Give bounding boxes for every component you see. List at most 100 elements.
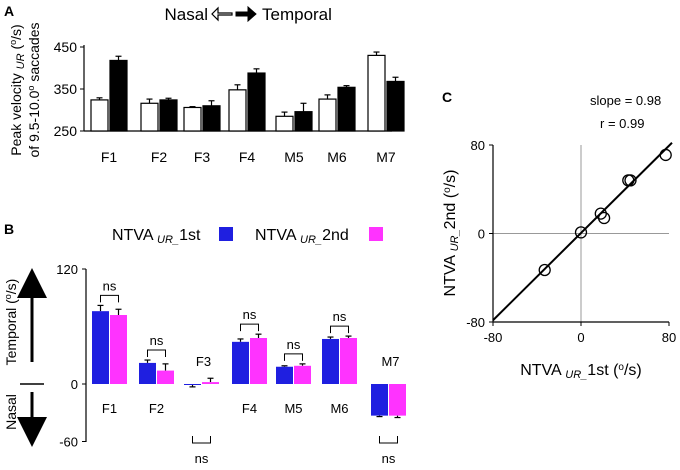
- panel-b-significance-label: ns: [243, 307, 257, 322]
- panel-b-legend: NTVA UR_1st NTVA UR_2nd: [112, 227, 383, 246]
- panel-a-bar-nasal-m6: [318, 98, 337, 132]
- panel-c: C slope = 0.98 r = 0.99 NTVA UR_2nd (o/s…: [442, 89, 676, 381]
- legend-1st-swatch: [219, 227, 233, 241]
- panel-b-y-tick-label: 120: [56, 262, 78, 277]
- panel-b-y-tick-label: -60: [59, 435, 78, 450]
- panel-b-x-tick-label: F1: [102, 401, 117, 416]
- panel-c-x-tick-label: 80: [662, 330, 676, 345]
- panel-c-data-point-2: [574, 226, 588, 239]
- panel-b-significance-bracket: [379, 436, 398, 444]
- panel-c-x-tick-label: -80: [484, 330, 503, 345]
- panel-a-bar-temporal-m5: [294, 111, 313, 132]
- panel-a-bar-nasal-f4: [228, 89, 247, 132]
- panel-b-y-tick-label: 0: [71, 377, 78, 392]
- panel-b-significance-label: ns: [382, 451, 396, 466]
- panel-a-ylabel-line2: of 9.5-10.0o saccades: [26, 23, 42, 158]
- panel-c-y-tick-label: 0: [478, 227, 485, 242]
- legend-2nd-label: NTVA UR_2nd: [255, 227, 349, 246]
- panel-b-bar-1st-f4: [232, 341, 249, 384]
- panel-b-bar-2nd-f2: [157, 370, 174, 384]
- panel-c-xlabel: NTVA UR_1st (o/s): [520, 362, 642, 381]
- panel-a-bar-nasal-f1: [90, 99, 109, 132]
- panel-c-data-point-7: [659, 148, 672, 162]
- panel-c-letter: C: [442, 89, 452, 105]
- panel-a-x-tick-label: F3: [194, 149, 211, 165]
- panel-b-significance-bracket: [284, 353, 303, 361]
- panel-b-bar-2nd-m5: [294, 365, 311, 384]
- panel-a-x-tick-label: M5: [284, 149, 304, 165]
- panel-a-legend: Nasal Temporal: [165, 5, 332, 24]
- panel-b-significance-bracket: [100, 294, 119, 303]
- direction-arrows: Temporal (o/s) Nasal: [3, 268, 47, 447]
- panel-b-bar-2nd-f3: [202, 382, 219, 384]
- panel-a-x-tick-label: F2: [151, 149, 168, 165]
- panel-b-bar-1st-m7: [371, 384, 388, 416]
- panel-b-x-tick-label: F4: [242, 401, 257, 416]
- slope-annotation: slope = 0.98: [590, 93, 661, 108]
- temporal-axis-label: Temporal (o/s): [3, 279, 19, 366]
- panel-c-ylabel: NTVA UR_2nd (o/s): [442, 170, 461, 297]
- panel-b-x-tick-label: M7: [381, 354, 399, 369]
- panel-a-bar-temporal-f4: [247, 72, 266, 132]
- panel-a-x-tick-label: F4: [239, 149, 256, 165]
- panel-a-bar-nasal-f3: [183, 106, 202, 132]
- panel-b-chart: 120 0 -60 ns F1 ns F2 F3 ns ns F4 ns M5 ns M6 M7 ns: [56, 262, 406, 466]
- panel-b-significance-label: ns: [195, 451, 209, 466]
- panel-a-x-tick-label: M6: [327, 149, 347, 165]
- panel-b-significance-label: ns: [103, 278, 117, 293]
- nasal-axis-label: Nasal: [3, 394, 19, 430]
- panel-a-ylabel-line1: Peak velocity UR (o/s): [8, 24, 27, 155]
- panel-c-chart: -80 0 80 -80 0 80: [466, 138, 676, 345]
- panel-a-bar-temporal-m6: [337, 86, 356, 132]
- panel-a-bar-temporal-f2: [159, 99, 178, 132]
- panel-b-x-tick-label: M6: [330, 401, 348, 416]
- panel-b: B NTVA UR_1st NTVA UR_2nd Temporal (o/s)…: [3, 221, 406, 466]
- panel-b-significance-bracket: [147, 349, 166, 358]
- panel-a-y-tick-label: 250: [54, 123, 78, 139]
- panel-b-bar-1st-f1: [92, 311, 109, 384]
- panel-b-significance-label: ns: [287, 337, 301, 352]
- panel-b-bar-1st-m5: [276, 366, 293, 384]
- panel-a-y-tick-label: 350: [54, 81, 78, 97]
- panel-b-bar-2nd-m7: [389, 384, 406, 416]
- legend-nasal-arrow-icon: [211, 6, 233, 22]
- panel-c-y-tick-label: -80: [466, 315, 485, 330]
- panel-c-y-tick-label: 80: [471, 138, 485, 153]
- panel-b-significance-bracket: [330, 325, 349, 334]
- panel-b-significance-label: ns: [333, 309, 347, 324]
- legend-temporal-label: Temporal: [262, 5, 332, 24]
- panel-a-bar-temporal-f3: [202, 105, 221, 132]
- panel-a: A Nasal Temporal Peak velocity UR (o/s) …: [4, 3, 405, 165]
- panel-b-significance-bracket: [240, 323, 259, 332]
- panel-c-x-tick-label: 0: [577, 330, 584, 345]
- panel-a-bar-nasal-f2: [140, 102, 159, 132]
- panel-a-x-tick-label: M7: [376, 149, 396, 165]
- panel-a-y-tick-label: 450: [54, 39, 78, 55]
- panel-a-bar-nasal-m5: [275, 115, 294, 132]
- panel-b-bar-2nd-f1: [110, 315, 127, 384]
- panel-b-bar-2nd-f4: [250, 338, 267, 384]
- panel-c-data-point-6: [624, 174, 637, 187]
- panel-c-regression-line: [492, 142, 673, 321]
- panel-b-letter: B: [4, 221, 14, 237]
- panel-b-bar-1st-f2: [139, 362, 156, 384]
- panel-a-bar-nasal-m7: [367, 54, 386, 132]
- panel-c-data-point-4: [597, 211, 611, 225]
- panel-a-bar-temporal-f1: [109, 59, 128, 132]
- panel-a-bar-temporal-m7: [386, 80, 405, 132]
- panel-b-x-tick-label: F2: [149, 401, 164, 416]
- panel-b-bar-1st-f3: [184, 384, 201, 385]
- r-annotation: r = 0.99: [600, 116, 644, 131]
- panel-b-x-tick-label: F3: [196, 354, 211, 369]
- panel-a-letter: A: [4, 3, 14, 19]
- panel-b-bar-1st-m6: [322, 338, 339, 384]
- panel-c-data-point-1: [538, 263, 551, 277]
- legend-1st-label: NTVA UR_1st: [112, 227, 201, 246]
- panel-a-x-tick-label: F1: [101, 149, 118, 165]
- legend-temporal-arrow-icon: [235, 5, 257, 23]
- panel-b-significance-bracket: [192, 436, 211, 444]
- panel-b-bar-2nd-m6: [340, 338, 357, 384]
- panel-a-chart: 250 350 450 F1 F2 F3 F4 M5 M6 M7: [54, 39, 405, 165]
- panel-b-significance-label: ns: [150, 333, 164, 348]
